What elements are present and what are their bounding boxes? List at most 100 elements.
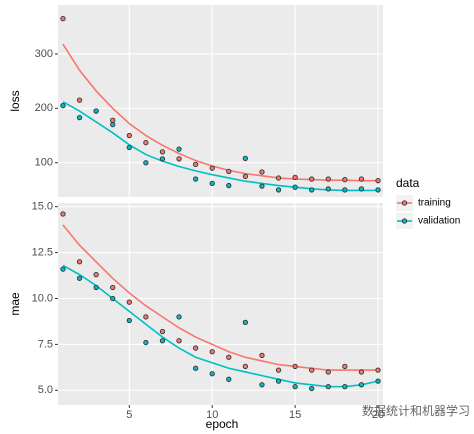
point — [159, 338, 166, 344]
x-tick-label: 5 — [126, 409, 132, 421]
point — [209, 371, 215, 377]
point — [126, 317, 132, 324]
point — [358, 369, 365, 375]
point — [292, 184, 298, 190]
point — [342, 176, 348, 183]
point — [226, 376, 232, 382]
point — [209, 165, 215, 171]
point — [342, 383, 348, 390]
point — [209, 349, 215, 355]
point — [259, 169, 265, 175]
point — [192, 365, 199, 371]
y-tick-label: 12.5 — [32, 246, 53, 258]
point — [358, 382, 365, 388]
point — [275, 175, 282, 181]
point — [76, 114, 83, 121]
point — [342, 187, 348, 193]
point — [358, 176, 365, 182]
x-tick-label: 10 — [206, 409, 218, 421]
x-axis-label: epoch — [206, 417, 239, 431]
point — [143, 339, 149, 346]
y-tick-label: 300 — [35, 48, 53, 60]
point — [60, 15, 66, 22]
point — [375, 178, 381, 184]
point — [192, 176, 199, 182]
y-axis-label: loss — [8, 90, 22, 111]
point — [292, 174, 298, 181]
point — [275, 378, 282, 384]
point — [242, 319, 249, 326]
x-tick-label: 15 — [289, 409, 301, 421]
point — [259, 352, 265, 359]
point — [309, 367, 315, 373]
y-axis-label: mae — [8, 292, 22, 316]
y-tick-label: 15.0 — [32, 201, 53, 213]
smooth-line — [62, 224, 379, 371]
point — [93, 271, 99, 278]
point — [325, 369, 331, 375]
point — [159, 149, 166, 155]
x-tick-label: 20 — [372, 409, 384, 421]
point — [126, 144, 132, 151]
point — [110, 295, 116, 302]
panel-background — [58, 5, 383, 197]
point — [93, 108, 99, 114]
smooth-line — [62, 101, 379, 192]
point — [93, 284, 99, 291]
point — [242, 155, 249, 162]
point — [76, 97, 83, 103]
point — [176, 146, 182, 152]
point — [76, 259, 83, 265]
point — [159, 328, 166, 335]
point — [126, 299, 132, 305]
point — [292, 383, 298, 390]
point — [309, 187, 315, 193]
smooth-line — [62, 43, 379, 182]
point — [110, 122, 116, 128]
point — [242, 363, 249, 370]
point — [325, 383, 331, 390]
legend-title: data — [396, 176, 420, 190]
point — [259, 183, 265, 189]
point — [60, 266, 66, 272]
point — [209, 180, 215, 187]
watermark: 数据统计和机器学习 — [362, 403, 470, 418]
legend-point — [401, 218, 408, 224]
point — [375, 187, 381, 193]
point — [60, 102, 66, 109]
y-tick-label: 100 — [35, 157, 53, 169]
point — [375, 378, 381, 384]
point — [358, 186, 365, 192]
point — [143, 160, 149, 166]
point — [110, 117, 116, 123]
point — [275, 367, 282, 373]
legend-label: validation — [418, 216, 460, 227]
point — [375, 367, 381, 373]
point — [143, 139, 149, 146]
panel-background — [58, 203, 383, 405]
point — [60, 211, 66, 217]
point — [259, 382, 265, 388]
smooth-line — [62, 264, 379, 388]
point — [325, 176, 331, 182]
point — [76, 275, 83, 281]
y-tick-label: 200 — [35, 102, 53, 114]
legend-label: training — [418, 198, 451, 209]
point — [110, 284, 116, 291]
y-tick-label: 10.0 — [32, 292, 53, 304]
point — [126, 132, 132, 139]
point — [143, 314, 149, 320]
point — [159, 156, 166, 162]
point — [275, 187, 282, 193]
point — [342, 363, 348, 370]
y-tick-label: 7.5 — [38, 338, 53, 350]
legend-point — [401, 200, 408, 206]
point — [325, 186, 331, 192]
point — [226, 168, 232, 175]
point — [176, 314, 182, 320]
point — [309, 385, 315, 392]
point — [192, 161, 199, 168]
point — [192, 345, 199, 351]
point — [242, 173, 249, 179]
